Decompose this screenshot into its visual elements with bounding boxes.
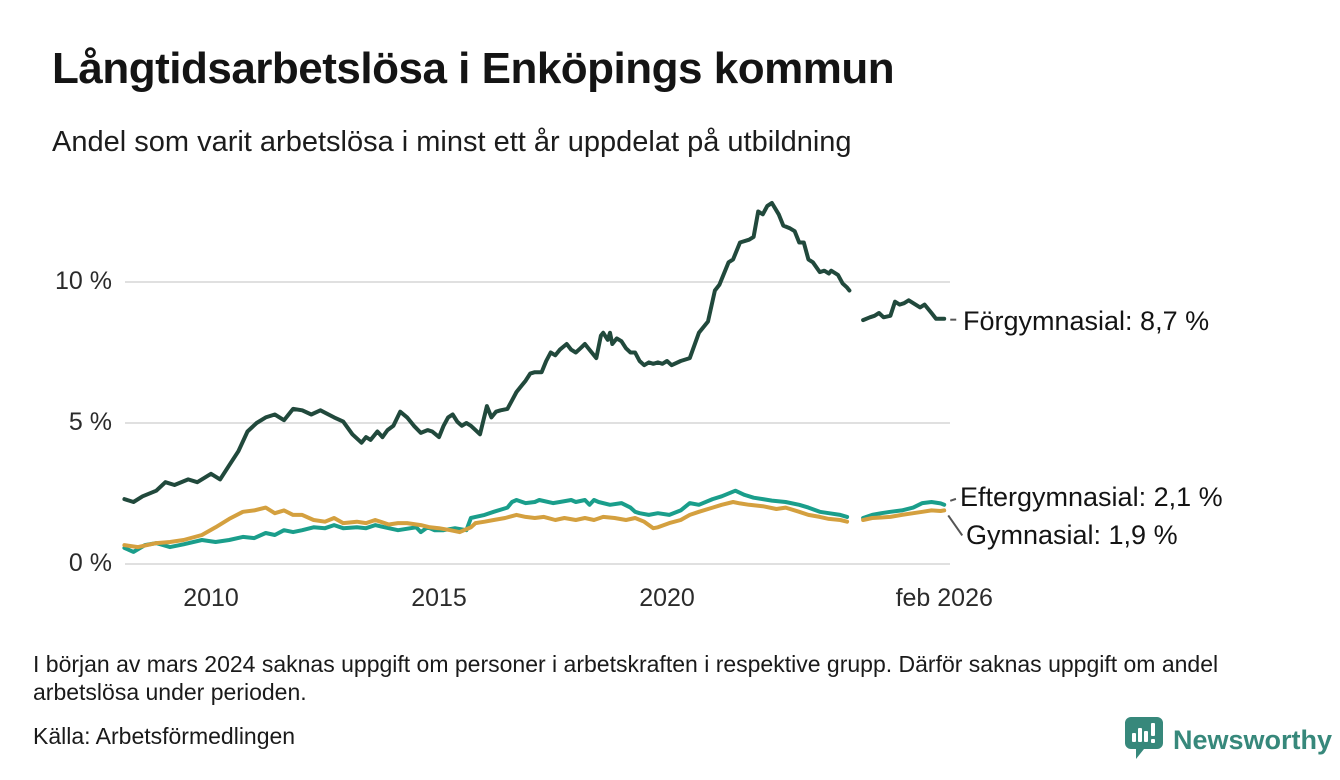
line-series-förgymnasial: [861, 298, 947, 323]
line-series-eftergymnasial: [122, 488, 850, 554]
label-connector: [947, 514, 964, 536]
x-axis-tick-label: 2010: [183, 584, 239, 612]
page-title: Långtidsarbetslösa i Enköpings kommun: [52, 44, 895, 93]
line-series-gymnasial: [861, 508, 947, 522]
line-series-eftergymnasial: [861, 500, 947, 520]
footnote: I början av mars 2024 saknas uppgift om …: [33, 651, 1219, 705]
line-series-gymnasial: [122, 500, 850, 550]
x-axis-tick-label: 2020: [639, 584, 695, 612]
series-label-gymnasial: Gymnasial: 1,9 %: [966, 520, 1178, 550]
x-axis-tick-label: feb 2026: [895, 584, 993, 612]
line-series-förgymnasial: [122, 201, 852, 504]
chart-subtitle: Andel som varit arbetslösa i minst ett å…: [52, 126, 852, 158]
newsworthy-wordmark: Newsworthy: [1173, 725, 1333, 755]
y-axis-tick-label: 0 %: [68, 549, 112, 577]
newsworthy-brand: Newsworthy: [1124, 716, 1332, 765]
x-axis-tick-label: 2015: [411, 584, 467, 612]
label-connector: [949, 496, 960, 502]
series-label-eftergymnasial: Eftergymnasial: 2,1 %: [960, 482, 1223, 512]
y-axis-tick-label: 5 %: [68, 408, 112, 436]
newsworthy-logo-icon: [1124, 716, 1164, 765]
y-axis-tick-label: 10 %: [55, 267, 112, 295]
source-credit: Källa: Arbetsförmedlingen: [33, 723, 296, 749]
series-label-forgymnasial: Förgymnasial: 8,7 %: [963, 306, 1210, 336]
